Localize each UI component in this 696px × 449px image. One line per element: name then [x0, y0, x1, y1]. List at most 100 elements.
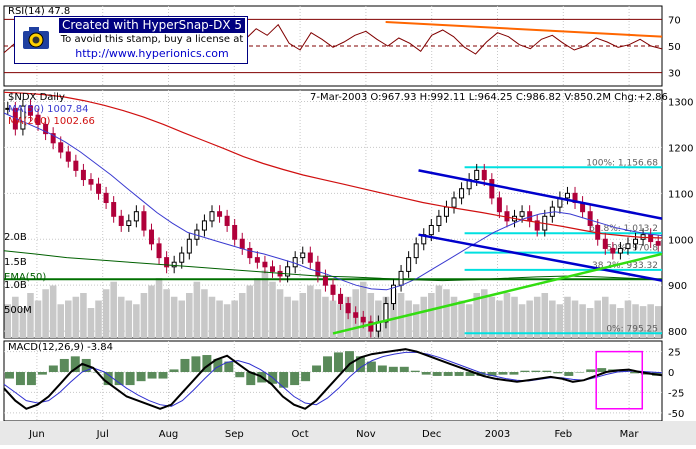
ohlc-readout: 7-Mar-2003 O:967.93 H:992.11 L:964.25 C:…: [310, 92, 668, 103]
candle-body: [519, 211, 525, 217]
macd-histogram-bar: [323, 356, 332, 373]
candle-body: [88, 179, 94, 185]
volume-bar: [428, 293, 435, 338]
candle-body: [232, 224, 238, 240]
macd-histogram-bar: [114, 372, 124, 386]
candle-body: [474, 169, 480, 181]
candle-body: [285, 266, 291, 277]
volume-bar: [594, 300, 601, 338]
volume-bar: [549, 300, 556, 338]
macd-histogram-bar: [279, 372, 289, 388]
candle-body: [315, 261, 321, 277]
volume-bar: [359, 281, 367, 338]
volume-bar: [511, 296, 518, 338]
x-tick-label: Nov: [356, 429, 376, 440]
macd-histogram-bar: [630, 372, 640, 374]
macd-histogram-bar: [334, 352, 343, 373]
volume-bar: [609, 304, 617, 338]
macd-histogram-bar: [432, 372, 442, 376]
price-tick-label: 800: [668, 327, 687, 338]
candle-body: [27, 105, 33, 116]
volume-bar: [261, 270, 269, 338]
volume-bar: [458, 300, 465, 338]
candle-body: [443, 206, 449, 217]
volume-bar: [42, 289, 49, 338]
candle-body: [459, 188, 465, 199]
price-tick-label: 1100: [668, 189, 693, 200]
stamp-title: Created with HyperSnap-DX 5: [59, 18, 245, 33]
macd-histogram-bar: [37, 372, 47, 375]
candle-body: [360, 316, 366, 323]
volume-bar: [654, 306, 662, 338]
macd-histogram-bar: [48, 365, 58, 373]
candle-body: [224, 215, 230, 226]
volume-bar: [49, 285, 57, 338]
volume-bar: [496, 300, 503, 338]
price-tick-label: 1300: [668, 97, 693, 108]
candle-body: [96, 183, 102, 194]
macd-histogram-bar: [301, 372, 311, 382]
volume-bar: [480, 289, 488, 338]
macd-histogram-bar: [147, 372, 157, 379]
candle-body: [655, 241, 661, 246]
macd-tick-label: 25: [668, 348, 681, 359]
candle-body: [428, 224, 434, 236]
candle-body: [43, 123, 49, 135]
macd-histogram-bar: [70, 356, 80, 373]
candle-body: [368, 321, 374, 332]
macd-histogram-bar: [498, 372, 508, 375]
volume-bar: [329, 300, 337, 338]
volume-bar: [269, 281, 276, 338]
volume-bar: [390, 289, 397, 338]
macd-histogram-bar: [388, 366, 398, 373]
candle-body: [5, 107, 11, 110]
candle-body: [436, 215, 442, 226]
candle-body: [201, 220, 207, 231]
candle-body: [118, 215, 124, 226]
volume-bar: [140, 293, 148, 338]
candle-body: [300, 252, 306, 259]
volume-bar: [601, 296, 609, 338]
volume-tick-label: 500M: [4, 305, 32, 316]
macd-histogram-bar: [15, 372, 25, 386]
macd-histogram-bar: [520, 370, 530, 373]
volume-bar: [193, 281, 201, 338]
candle-body: [65, 151, 71, 162]
macd-histogram-bar: [366, 361, 376, 373]
channel-lower-line: [418, 233, 663, 282]
candle-body: [126, 220, 132, 226]
volume-bar: [87, 308, 95, 338]
candle-body: [148, 229, 154, 245]
candle-body: [406, 257, 412, 272]
volume-bar: [246, 285, 254, 338]
macd-histogram-bar: [344, 351, 354, 373]
candle-body: [391, 284, 397, 305]
price-tick-label: 900: [668, 281, 687, 292]
candle-body: [156, 243, 162, 259]
ema50-line: [3, 250, 663, 282]
macd-histogram-bar: [509, 372, 519, 375]
candle-body: [179, 252, 185, 263]
macd-histogram-bar: [235, 372, 245, 378]
volume-bar: [276, 289, 284, 338]
volume-bar: [95, 300, 102, 338]
stamp-link[interactable]: http://www.hyperionics.com: [75, 47, 229, 60]
macd-histogram-bar: [191, 356, 201, 373]
volume-bar: [647, 304, 654, 338]
x-axis-band: [0, 421, 696, 445]
volume-bar: [450, 296, 458, 338]
candle-body: [322, 275, 328, 286]
macd-tick-label: -50: [668, 409, 684, 420]
candle-body: [338, 293, 344, 305]
rsi-trendline: [385, 21, 663, 38]
volume-bar: [405, 300, 412, 338]
x-tick-label: Jul: [96, 429, 109, 440]
volume-bar: [465, 304, 473, 338]
macd-histogram-bar: [180, 358, 190, 373]
volume-bar: [314, 289, 322, 338]
candle-body: [141, 211, 147, 231]
volume-bar: [503, 293, 511, 338]
candle-body: [307, 252, 313, 263]
ma200-line: [3, 91, 663, 239]
